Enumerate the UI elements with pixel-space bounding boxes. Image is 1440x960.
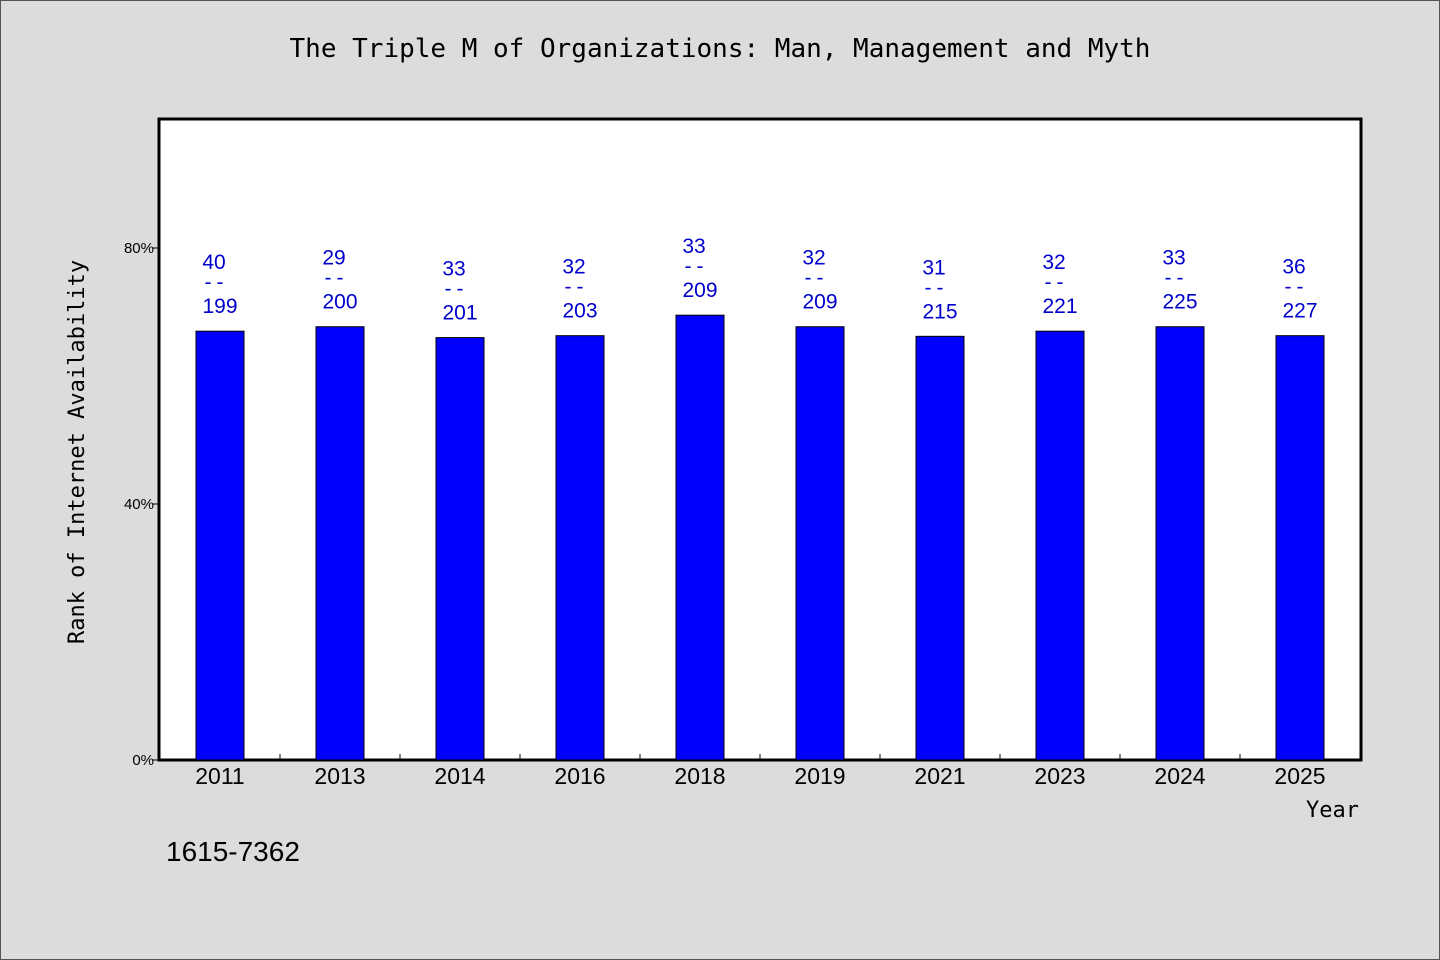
bar [195, 330, 245, 761]
data-label-separator: -- [922, 275, 946, 299]
data-label-denominator: 209 [802, 291, 837, 314]
x-tick-label: 2013 [314, 763, 365, 789]
data-label-numerator: 33 [682, 235, 705, 258]
data-label-denominator: 225 [1162, 291, 1197, 314]
data-label-numerator: 32 [802, 247, 825, 270]
data-label-denominator: 227 [1282, 300, 1317, 323]
data-label-numerator: 31 [922, 256, 945, 279]
x-tick-label: 2019 [794, 763, 845, 789]
data-label-numerator: 32 [1042, 251, 1065, 274]
bar [435, 337, 485, 761]
bar [675, 314, 725, 761]
data-label-separator: -- [1282, 275, 1306, 299]
bar [1155, 326, 1205, 761]
bars-layer [195, 314, 1325, 761]
bar [1035, 330, 1085, 761]
data-label-separator: -- [682, 254, 706, 278]
x-tick-label: 2021 [914, 763, 965, 789]
y-axis-label: Rank of Internet Availability [65, 260, 90, 644]
data-label-numerator: 36 [1282, 256, 1305, 279]
bar [1275, 335, 1325, 761]
data-label-denominator: 209 [682, 279, 717, 302]
data-label-denominator: 199 [202, 295, 237, 318]
y-tick-label: 0% [132, 752, 154, 769]
data-label-numerator: 33 [1162, 247, 1185, 270]
bar [315, 326, 365, 761]
ticks-layer [152, 247, 1241, 761]
data-label-separator: -- [1042, 270, 1066, 294]
data-label-separator: -- [1162, 266, 1186, 290]
bar [915, 335, 965, 761]
data-label-denominator: 200 [322, 291, 357, 314]
labels-layer: 201140--199201329--200201433--201201632-… [124, 235, 1326, 789]
data-label-denominator: 203 [562, 300, 597, 323]
data-label-numerator: 32 [562, 256, 585, 279]
data-label-separator: -- [562, 275, 586, 299]
chart-title: The Triple M of Organizations: Man, Mana… [289, 34, 1151, 64]
x-tick-label: 2018 [674, 763, 725, 789]
footer-code: 1615-7362 [166, 836, 300, 867]
x-axis-label: Year [1306, 798, 1359, 823]
y-tick-label: 40% [124, 496, 154, 513]
data-label-numerator: 33 [442, 258, 465, 281]
data-label-separator: -- [442, 277, 466, 301]
x-tick-label: 2024 [1154, 763, 1205, 789]
data-label-denominator: 201 [442, 302, 477, 325]
x-tick-label: 2025 [1274, 763, 1325, 789]
data-label-numerator: 40 [202, 251, 225, 274]
x-tick-label: 2011 [195, 763, 244, 789]
bar [555, 335, 605, 761]
y-tick-label: 80% [124, 240, 154, 257]
x-tick-label: 2016 [554, 763, 605, 789]
data-label-denominator: 215 [922, 300, 957, 323]
bar [795, 326, 845, 761]
data-label-separator: -- [322, 266, 346, 290]
x-tick-label: 2023 [1034, 763, 1085, 789]
data-label-separator: -- [802, 266, 826, 290]
data-label-separator: -- [202, 270, 226, 294]
data-label-numerator: 29 [322, 247, 345, 270]
data-label-denominator: 221 [1042, 295, 1077, 318]
x-tick-label: 2014 [434, 763, 485, 789]
